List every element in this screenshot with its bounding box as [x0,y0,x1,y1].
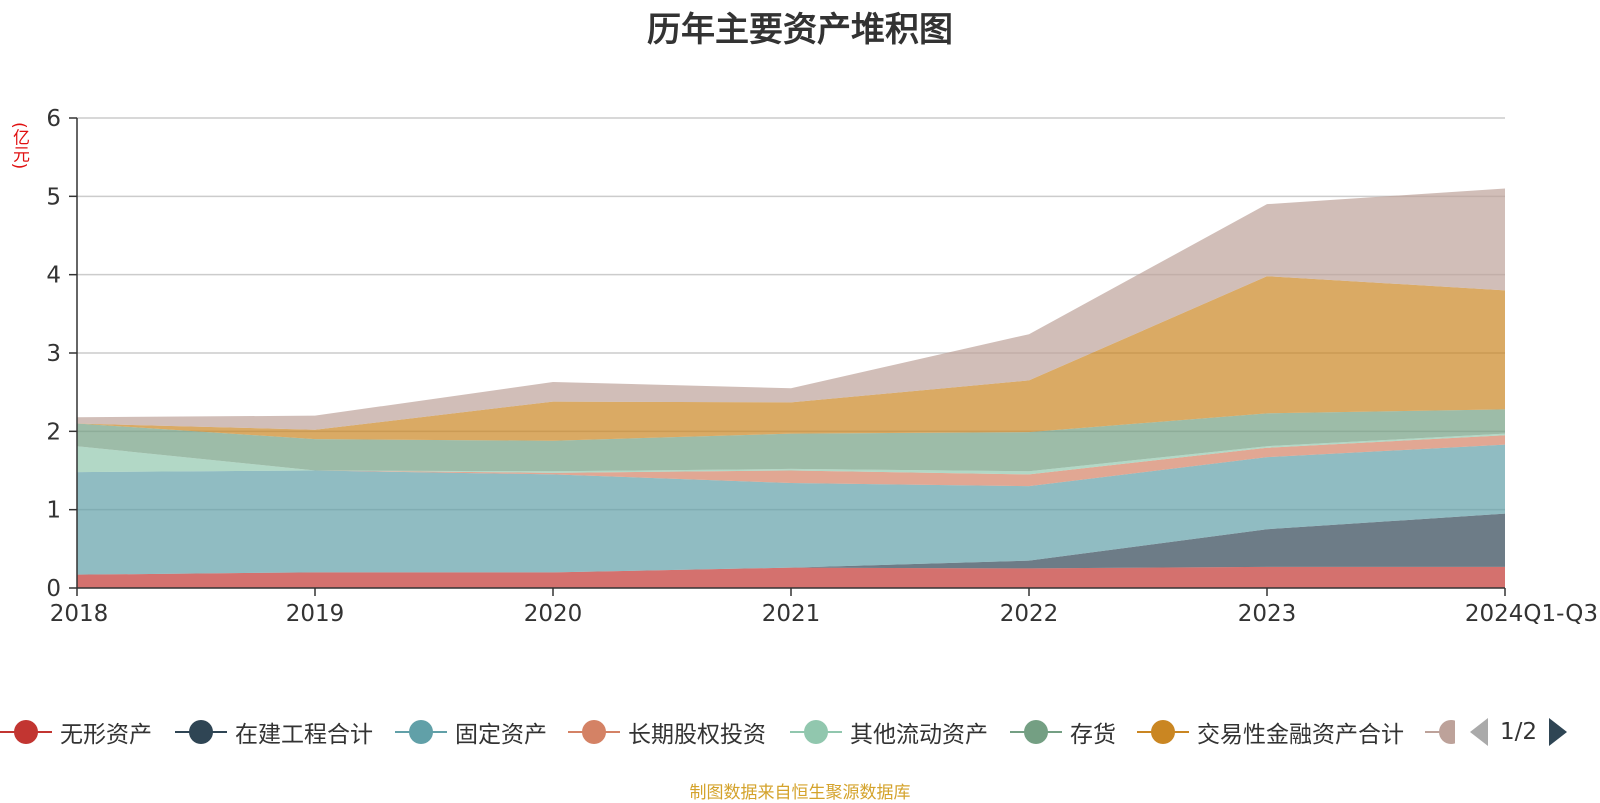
legend-swatch-icon [1010,712,1062,752]
legend-item[interactable]: 在建工程合计 [175,712,373,752]
legend-page-indicator: 1/2 [1500,719,1538,745]
x-tick-label: 2023 [1238,601,1297,627]
series-areas [77,188,1505,588]
x-tick-label: 2021 [762,601,821,627]
y-tick-label: 4 [46,263,61,289]
legend-label: 长期股权投资 [628,722,766,748]
series-area [77,409,1505,472]
legend-swatch-icon [175,712,227,752]
x-tick-label: 2020 [524,601,583,627]
x-tick-label: 2024Q1-Q3 [1465,601,1598,627]
legend-item[interactable] [1425,712,1455,752]
legend-label: 固定资产 [455,722,547,748]
legend-swatch-icon [1137,712,1189,752]
legend-item[interactable]: 长期股权投资 [568,712,766,752]
legend-swatch-icon [790,712,842,752]
chart-title: 历年主要资产堆积图 [647,10,953,50]
y-tick-label: 1 [46,498,61,524]
series-area [77,435,1505,487]
y-tick-label: 5 [46,184,61,210]
legend-item[interactable]: 其他流动资产 [790,712,988,752]
series-area [77,188,1505,430]
legend-label: 在建工程合计 [235,722,373,748]
legend-pager: 1/2 [1470,712,1568,752]
legend-next-page-icon[interactable] [1549,718,1568,746]
series-area [77,513,1505,575]
data-source-note: 制图数据来自恒生聚源数据库 [689,783,911,803]
legend-label: 交易性金融资产合计 [1197,722,1404,748]
legend-swatch-icon [395,712,447,752]
legend-label: 存货 [1070,722,1116,748]
y-axis-unit-label: (亿元) [9,122,29,170]
series-area [77,444,1505,575]
x-tick-label: 2019 [286,601,345,627]
series-area [77,276,1505,441]
x-tick-label: 2018 [50,601,109,627]
legend-item[interactable]: 固定资产 [395,712,547,752]
y-tick-label: 2 [46,419,61,445]
axes: 0 1 2 3 4 5 6 2018 2019 2020 2021 2022 2023 2024Q1-Q3 [46,106,1598,627]
y-tick-label: 3 [46,341,61,367]
legend-item[interactable]: 无形资产 [0,712,152,752]
y-tick-label: 6 [46,106,61,132]
legend-swatch-icon [0,712,52,752]
legend-swatch-icon [568,712,620,752]
legend-swatch-icon [1425,712,1455,752]
legend-item[interactable]: 交易性金融资产合计 [1137,712,1404,752]
legend-label: 其他流动资产 [850,722,988,748]
legend-prev-page-icon[interactable] [1470,718,1488,746]
y-tick-label: 0 [46,576,61,602]
x-tick-label: 2022 [1000,601,1059,627]
series-area [77,433,1505,475]
legend-item[interactable]: 存货 [1010,712,1116,752]
chart-legend: 无形资产 在建工程合计 固定资产 长期股权投资 其他流动资产 存货 交易性金融资产合计 [0,712,1600,752]
series-area [77,566,1505,588]
legend-label: 无形资产 [60,722,152,748]
